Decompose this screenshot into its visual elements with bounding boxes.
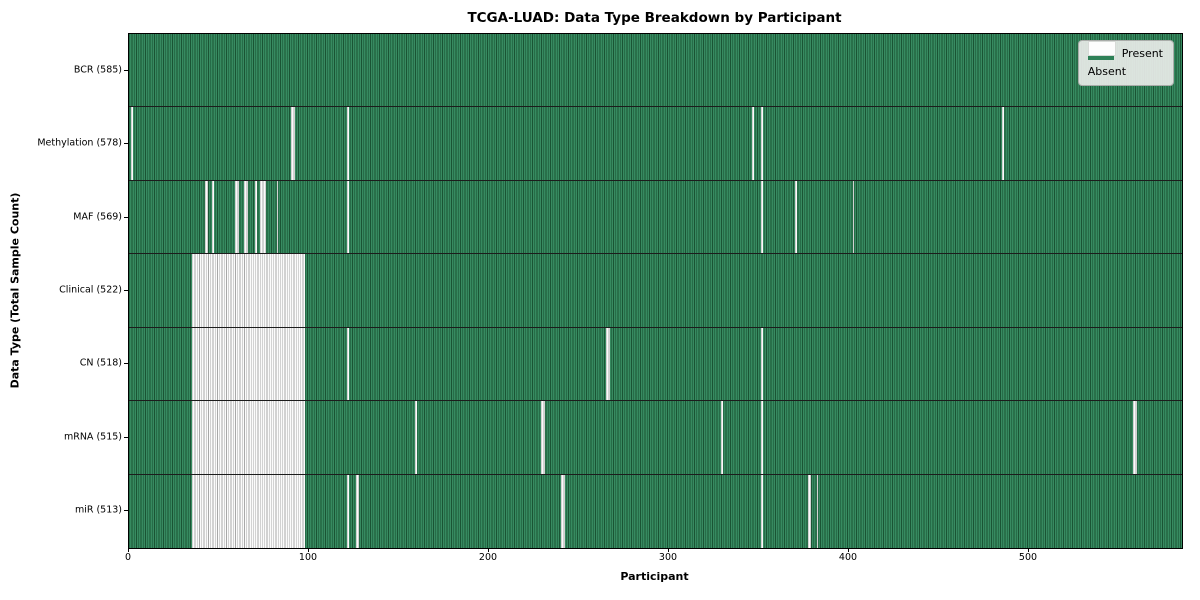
- legend-item-absent: Absent: [1087, 41, 1163, 78]
- absent-stripe: [346, 474, 349, 548]
- absent-stripe: [751, 107, 754, 180]
- x-tick-mark: [1028, 548, 1029, 552]
- y-tick-mark: [124, 363, 128, 365]
- absent-stripe: [760, 107, 763, 180]
- x-tick-mark: [848, 548, 849, 552]
- x-tick-mark: [488, 548, 489, 552]
- x-tick-mark: [308, 548, 309, 552]
- x-tick-label-500: 500: [1018, 552, 1038, 563]
- absent-stripe: [244, 180, 248, 254]
- heatmap-row-mrna: [129, 401, 1182, 475]
- heatmap-row-methylation: [129, 107, 1182, 181]
- y-tick-mark: [124, 143, 128, 145]
- legend-absent-label: Absent: [1087, 65, 1127, 78]
- heatmap-row-maf: [129, 180, 1182, 255]
- absent-swatch-icon: [1087, 41, 1116, 56]
- legend: Present Absent: [1077, 40, 1174, 86]
- x-tick-label-300: 300: [658, 552, 678, 563]
- heatmap-row-bcr: [129, 34, 1182, 108]
- absent-stripe: [760, 401, 763, 474]
- absent-stripe: [260, 180, 266, 254]
- absent-stripe: [192, 327, 306, 401]
- y-tick-label-clinical: Clinical (522): [59, 284, 122, 296]
- heatmap-row-clinical: [129, 254, 1182, 328]
- plot-area: Present Absent: [128, 33, 1183, 549]
- absent-stripe: [807, 474, 812, 548]
- y-tick-label-mir: miR (513): [74, 504, 122, 516]
- absent-stripe: [276, 180, 279, 254]
- absent-stripe: [346, 327, 349, 401]
- absent-stripe: [204, 180, 209, 254]
- y-tick-mark: [124, 69, 128, 71]
- absent-stripe: [130, 107, 133, 180]
- y-tick-mark: [124, 216, 128, 218]
- y-tick-label-cn: CN (518): [79, 357, 122, 369]
- absent-stripe: [606, 327, 610, 401]
- x-axis-label: Participant: [620, 570, 689, 583]
- y-tick-label-mrna: mRNA (515): [63, 431, 122, 443]
- absent-stripe: [255, 180, 257, 254]
- x-tick-label-400: 400: [838, 552, 858, 563]
- absent-stripe: [1002, 107, 1004, 180]
- chart-title: TCGA-LUAD: Data Type Breakdown by Partic…: [467, 10, 842, 26]
- absent-stripe: [852, 180, 855, 254]
- legend-present-label: Present: [1121, 47, 1163, 60]
- absent-stripe: [192, 474, 306, 548]
- x-tick-mark: [128, 548, 129, 552]
- absent-stripe: [192, 254, 306, 327]
- y-tick-mark: [124, 290, 128, 291]
- y-tick-mark: [124, 436, 128, 438]
- absent-stripe: [1133, 401, 1137, 474]
- absent-stripe: [192, 401, 306, 474]
- y-tick-mark: [124, 510, 128, 512]
- x-tick-label-0: 0: [124, 552, 132, 563]
- x-tick-mark: [668, 548, 669, 552]
- absent-stripe: [211, 180, 214, 254]
- absent-stripe: [355, 474, 360, 548]
- x-tick-label-200: 200: [478, 552, 498, 563]
- absent-stripe: [721, 401, 723, 474]
- y-axis-label: Data Type (Total Sample Count): [8, 192, 22, 389]
- y-tick-label-maf: MAF (569): [73, 211, 122, 223]
- absent-stripe: [346, 107, 349, 180]
- absent-stripe: [760, 180, 763, 254]
- absent-stripe: [760, 474, 763, 548]
- x-tick-label-100: 100: [298, 552, 318, 563]
- absent-stripe: [795, 180, 797, 254]
- heatmap-row-cn: [129, 327, 1182, 402]
- absent-stripe: [561, 474, 565, 548]
- absent-stripe: [816, 474, 819, 548]
- y-tick-label-bcr: BCR (585): [73, 64, 122, 76]
- absent-stripe: [291, 107, 295, 180]
- y-tick-label-methylation: Methylation (578): [37, 137, 122, 149]
- absent-stripe: [346, 180, 349, 254]
- heatmap-row-mir: [129, 474, 1182, 548]
- absent-stripe: [415, 401, 417, 474]
- absent-stripe: [760, 327, 763, 401]
- absent-stripe: [235, 180, 239, 254]
- absent-stripe: [541, 401, 545, 474]
